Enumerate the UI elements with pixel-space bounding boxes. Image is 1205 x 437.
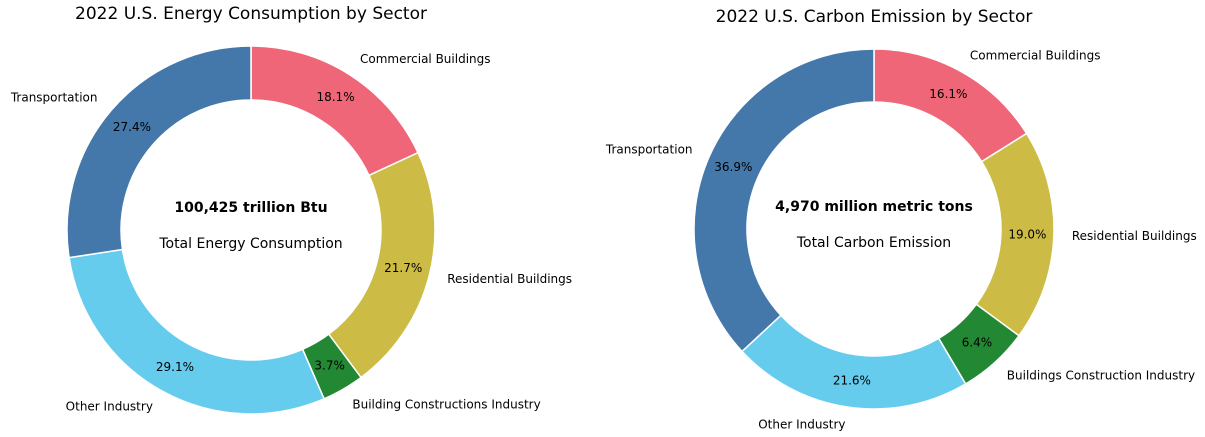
slice-label: Building Constructions Industry <box>352 398 540 412</box>
slice-label: Transportation <box>605 142 693 156</box>
pie-slice <box>873 48 1028 163</box>
slice-label: Transportation <box>10 91 98 105</box>
slice-label: Residential Buildings <box>1072 229 1197 243</box>
chart-title: 2022 U.S. Carbon Emission by Sector <box>716 7 1033 27</box>
slice-label: Other Industry <box>758 417 845 431</box>
center-text: 4,970 million metric tons <box>775 199 973 215</box>
slice-label: Other Industry <box>66 400 153 414</box>
value-label: 19.0% <box>1008 227 1046 241</box>
value-label: 3.7% <box>314 358 345 372</box>
value-label: 21.6% <box>833 373 871 387</box>
pie-slice <box>693 48 875 353</box>
value-label: 6.4% <box>962 335 993 349</box>
value-label: 16.1% <box>929 87 967 101</box>
slice-label: Buildings Construction Industry <box>1007 368 1195 382</box>
value-label: 18.1% <box>316 90 354 104</box>
value-label: 29.1% <box>156 360 194 374</box>
pie-slice <box>740 314 967 410</box>
pie-slice <box>66 45 252 259</box>
value-label: 21.7% <box>384 261 422 275</box>
slice-label: Commercial Buildings <box>360 52 491 66</box>
chart-title: 2022 U.S. Energy Consumption by Sector <box>75 4 427 24</box>
value-label: 36.9% <box>714 160 752 174</box>
center-subtext: Total Energy Consumption <box>158 236 342 252</box>
pie-slice <box>68 248 326 415</box>
slice-label: Commercial Buildings <box>970 48 1101 62</box>
slice-label: Residential Buildings <box>447 272 572 286</box>
center-text: 100,425 trillion Btu <box>174 200 327 216</box>
value-label: 27.4% <box>113 120 151 134</box>
center-subtext: Total Carbon Emission <box>796 235 951 251</box>
